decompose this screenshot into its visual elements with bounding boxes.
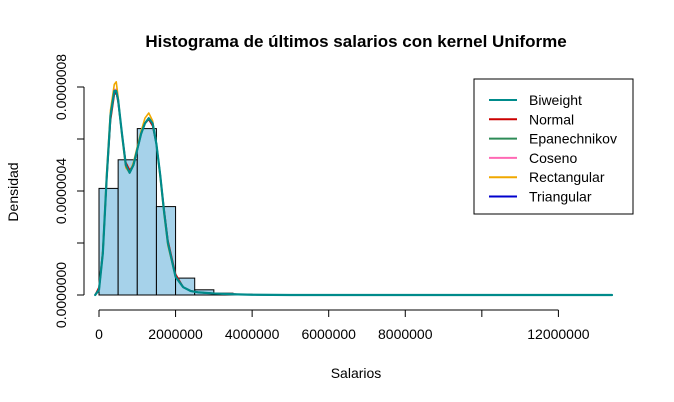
x-tick-label-0: 0 (95, 326, 103, 342)
density-curve-biweight (94, 89, 614, 297)
y-tick-label-0: 0.0000000 (53, 262, 69, 328)
x-axis: 0 2000000 4000000 6000000 8000000 12000000 (95, 309, 590, 342)
y-tick-label-2: 0.0000004 (53, 158, 69, 224)
legend-label-biweight: Biweight (529, 92, 582, 108)
x-tick-label-6: 12000000 (527, 326, 590, 342)
histogram-bar-3 (155, 206, 177, 296)
legend-label-triangular: Triangular (529, 189, 592, 205)
x-tick-label-4: 8000000 (378, 326, 433, 342)
y-axis: 0.0000000 0.0000004 0.0000008 (53, 54, 85, 328)
x-tick-label-3: 6000000 (301, 326, 356, 342)
y-axis-label: Densidad (5, 162, 21, 221)
legend-label-epanechnikov: Epanechnikov (529, 131, 617, 147)
histogram-bar-1 (117, 159, 138, 296)
chart-title: Histograma de últimos salarios con kerne… (145, 32, 566, 51)
histogram-bars (98, 128, 253, 296)
legend-label-coseno: Coseno (529, 150, 577, 166)
legend-label-rectangular: Rectangular (529, 169, 605, 185)
x-tick-label-2: 4000000 (225, 326, 280, 342)
legend: Biweight Normal Epanechnikov Coseno Rectangu… (473, 78, 634, 215)
histogram-bar-0 (98, 187, 119, 296)
legend-label-normal: Normal (529, 111, 574, 127)
histogram-bar-2 (136, 128, 157, 296)
x-axis-label: Salarios (331, 365, 382, 381)
legend-box (473, 78, 634, 215)
y-tick-label-4: 0.0000008 (53, 54, 69, 120)
x-tick-label-1: 2000000 (148, 326, 203, 342)
density-curves (94, 81, 614, 297)
